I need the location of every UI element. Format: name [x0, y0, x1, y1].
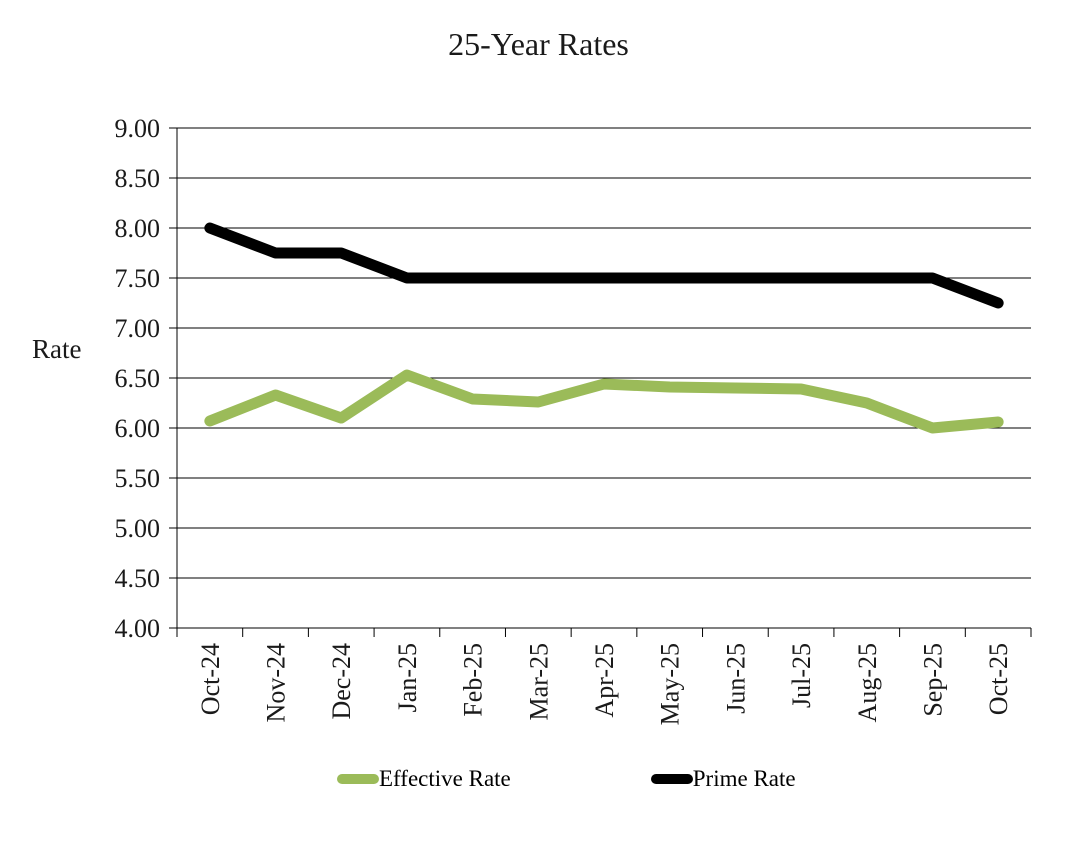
effective-rate-swatch-icon: [337, 774, 379, 784]
x-tick-label: Jan-25: [393, 643, 422, 712]
y-tick-label: 4.00: [115, 614, 161, 643]
chart-title: 25-Year Rates: [448, 26, 629, 62]
y-tick-label: 7.50: [115, 264, 161, 293]
y-tick-label: 5.50: [115, 464, 161, 493]
prime-rate-swatch-icon: [650, 774, 693, 784]
x-tick-label: Dec-24: [327, 643, 356, 720]
prime-rate-line: [204, 222, 1004, 309]
x-tick-label: Nov-24: [262, 643, 291, 722]
x-tick-label: Mar-25: [524, 643, 553, 720]
y-tick-label: 4.50: [115, 564, 161, 593]
y-tick-label: 9.00: [115, 114, 161, 143]
y-tick-label: 8.50: [115, 164, 161, 193]
x-tick-label: Oct-25: [984, 643, 1013, 715]
y-tick-label: 7.00: [115, 314, 161, 343]
x-tick-label: Aug-25: [853, 643, 882, 722]
legend-label-prime-rate: Prime Rate: [692, 766, 796, 791]
legend-item-prime-rate: Prime Rate: [650, 766, 796, 792]
y-tick-label: 6.50: [115, 364, 161, 393]
y-tick-label: 6.00: [115, 414, 161, 443]
x-tick-label: Apr-25: [590, 643, 619, 718]
x-tick-label: Oct-24: [196, 643, 225, 715]
legend-label-effective-rate: Effective Rate: [379, 766, 511, 791]
legend-item-effective-rate: Effective Rate: [337, 766, 511, 792]
y-tick-label: 5.00: [115, 514, 161, 543]
x-tick-label: May-25: [656, 643, 685, 725]
effective-rate-line: [204, 369, 1004, 434]
x-tick-label: Sep-25: [918, 643, 947, 717]
x-tick-label: Feb-25: [459, 643, 488, 717]
y-tick-label: 8.00: [115, 214, 161, 243]
x-tick-label: Jun-25: [721, 643, 750, 714]
y-axis-title: Rate: [32, 334, 82, 364]
legend: Effective Rate Prime Rate: [337, 766, 796, 792]
x-tick-label: Jul-25: [787, 643, 816, 708]
